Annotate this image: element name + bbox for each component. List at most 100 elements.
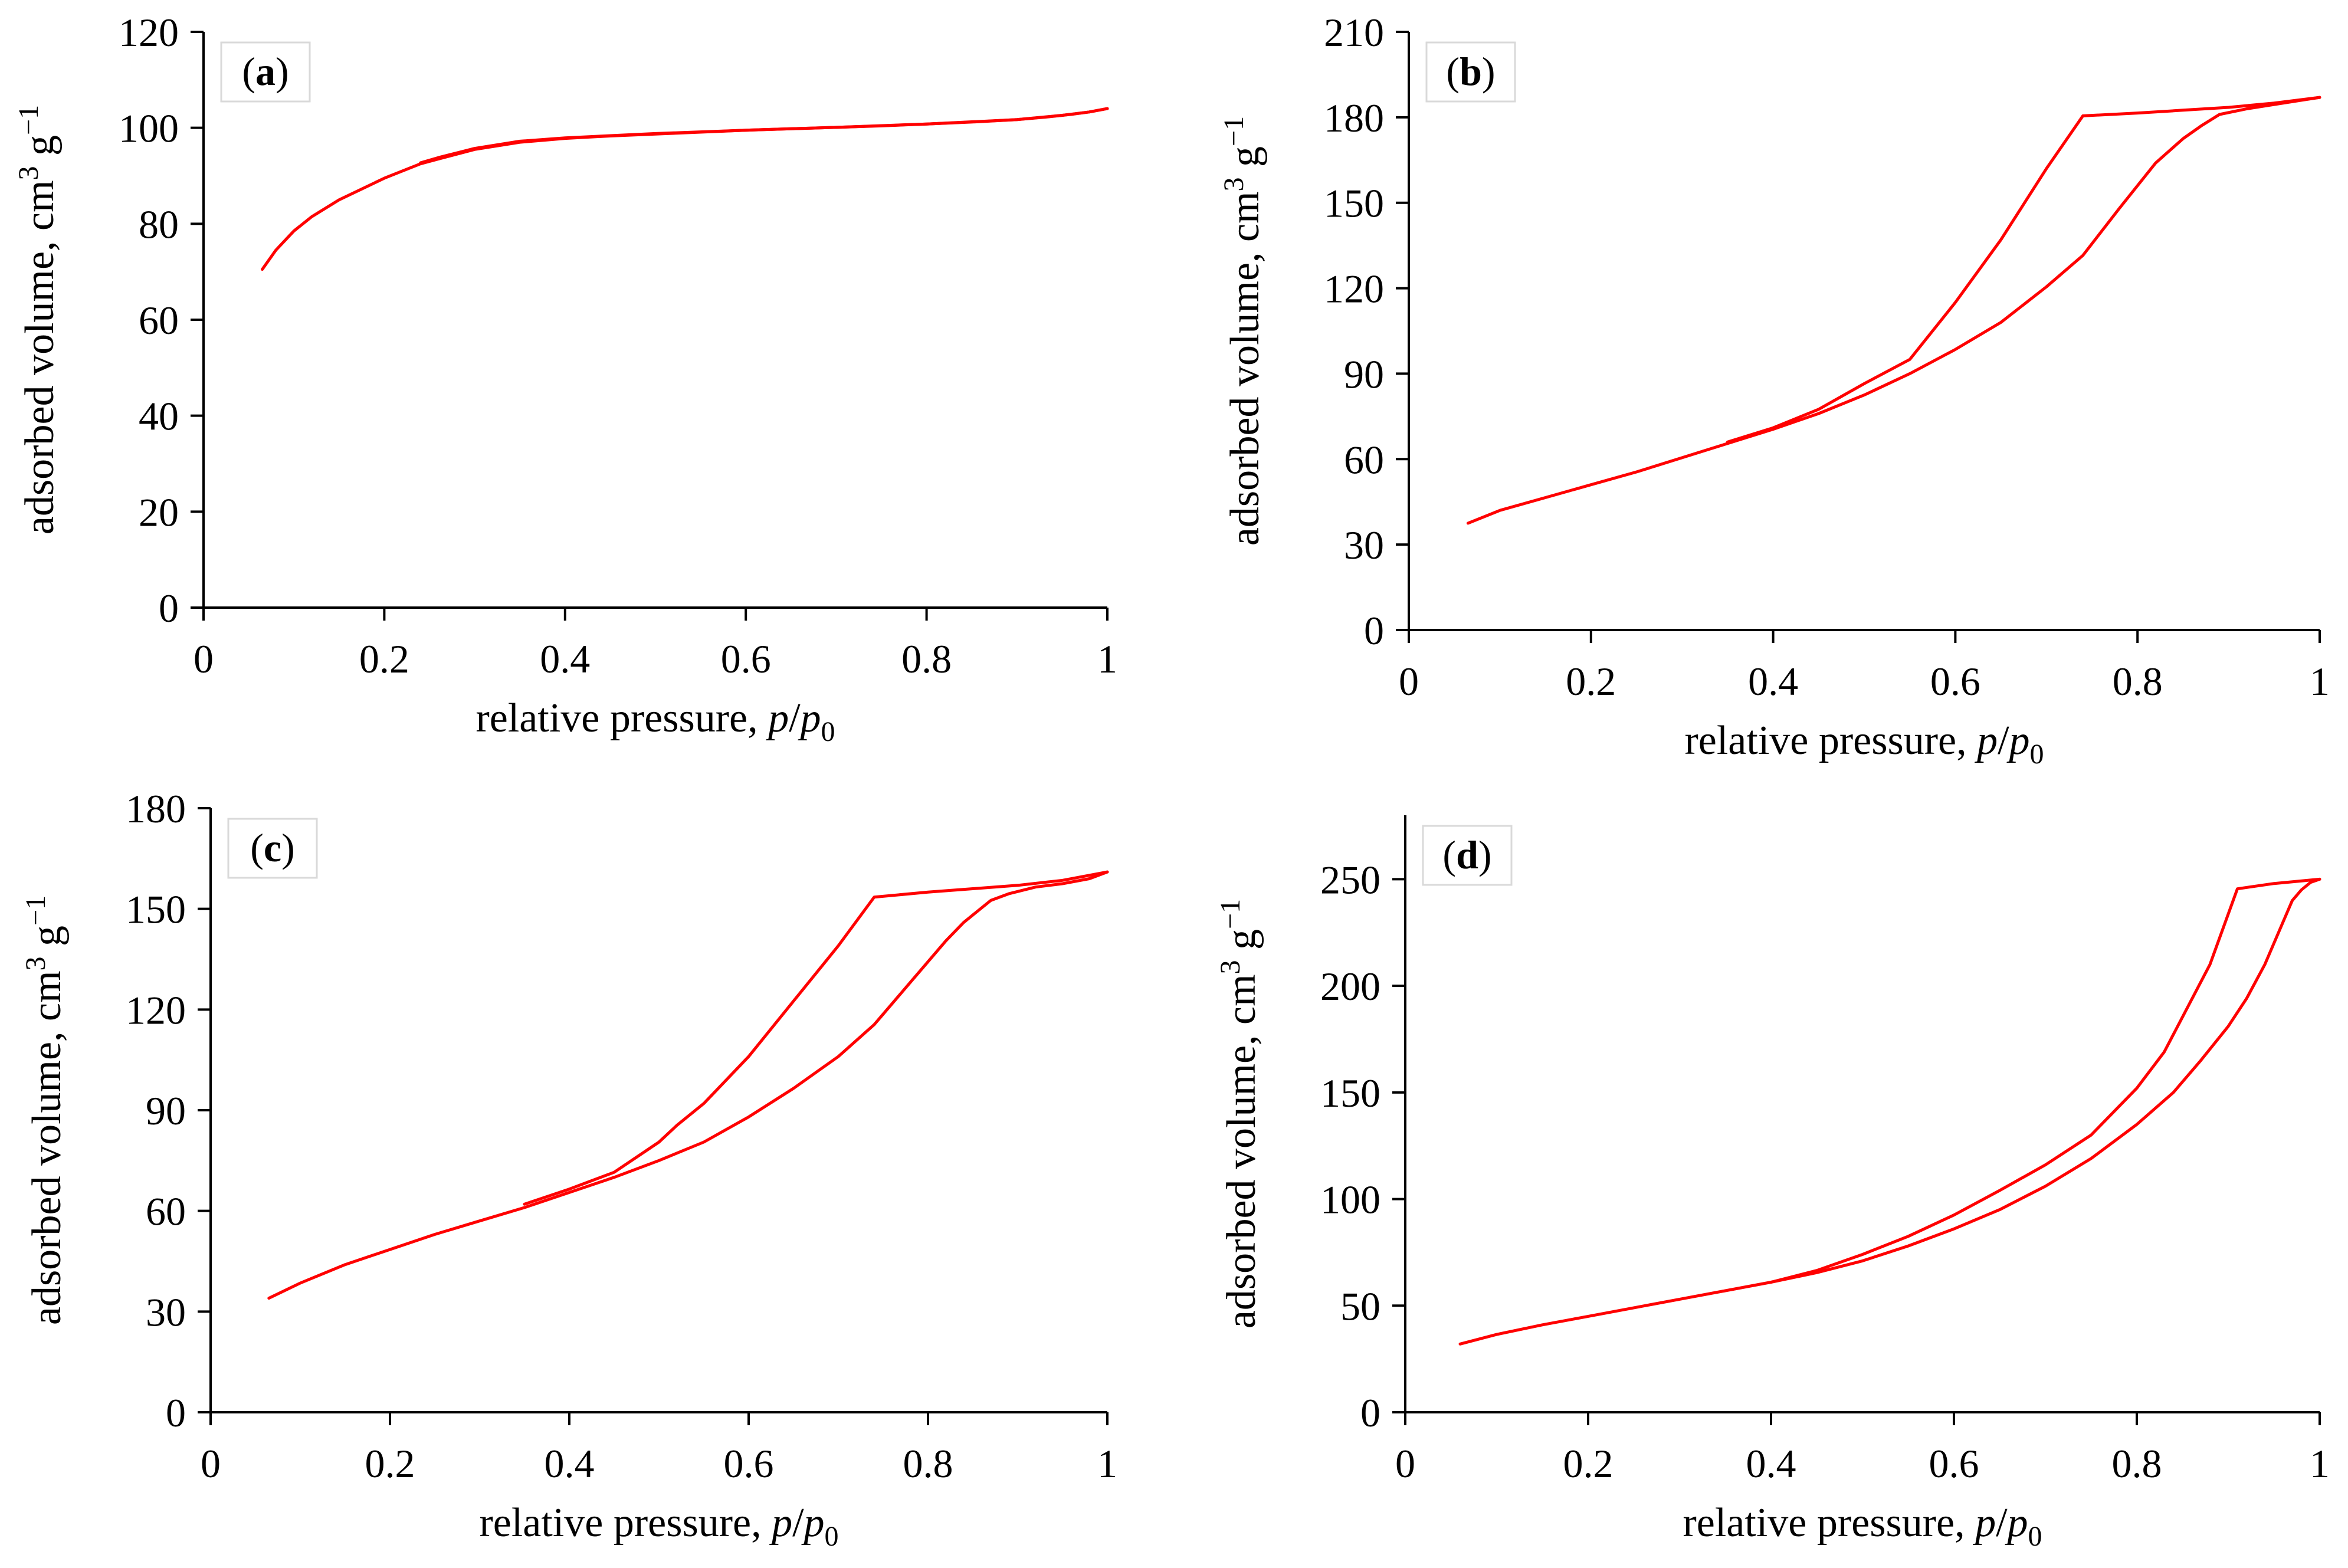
y-axis-title-text: adsorbed volume, cm (1219, 974, 1264, 1328)
x-tick-label: 0.4 (1748, 659, 1798, 704)
y-tick-label: 250 (1320, 857, 1380, 902)
panel-label-paren: ) (1478, 832, 1492, 877)
y-tick-label: 120 (126, 988, 186, 1032)
x-tick-label: 0.6 (1929, 1441, 1979, 1486)
panel-label: (d) (1442, 832, 1491, 877)
x-tick-label: 0.8 (2113, 659, 2163, 704)
panel-label: (b) (1446, 49, 1495, 94)
chart-panel-d: 0 50 100 150 200 250 0 0.2 0.4 0.6 0.8 1 relative pr… (1215, 815, 2330, 1552)
x-axis-title-var: p (1972, 1500, 1996, 1546)
panel-label-paren: ) (276, 49, 289, 94)
y-axis-title-superscript: −1 (13, 105, 44, 135)
x-tick-label: 1 (1097, 637, 1117, 681)
x-axis-title-slash: / (1998, 718, 2009, 763)
y-axis-title-unit: g (1219, 929, 1264, 960)
series-line-desorption (419, 107, 1109, 165)
x-tick-label: 0.4 (545, 1441, 595, 1486)
x-tick-label: 0.6 (721, 637, 771, 681)
x-axis-title-text: relative pressure, (1683, 1500, 1975, 1546)
y-axis-title-text: adsorbed volume, cm (24, 970, 70, 1325)
panel-label-paren: ) (281, 825, 295, 870)
y-tick-label: 120 (1324, 267, 1384, 311)
panel-label-letter: a (255, 49, 276, 94)
x-tick-label: 1 (2310, 1441, 2330, 1486)
panel-label-box (1425, 41, 1516, 103)
y-tick-label: 0 (1364, 608, 1384, 653)
x-tick-label: 0.2 (359, 637, 409, 681)
y-tick-label: 120 (119, 10, 179, 55)
series-line-desorption (1769, 877, 2321, 1284)
y-tick-label: 0 (1360, 1390, 1380, 1435)
x-tick-label: 0 (201, 1441, 221, 1486)
y-tick-label: 0 (159, 586, 179, 631)
x-axis-title-subscript: 0 (821, 716, 835, 747)
x-axis-title-text: relative pressure, (475, 696, 768, 741)
panel-label-box (220, 41, 311, 103)
panel-label-paren: ) (1482, 49, 1496, 94)
y-axis-title: adsorbed volume, cm3 g−1 (13, 105, 63, 534)
y-tick-label: 0 (166, 1390, 186, 1435)
y-axis-title-text: adsorbed volume, cm (1222, 191, 1268, 546)
y-tick-label: 150 (1320, 1071, 1380, 1116)
x-tick-label: 0 (194, 637, 214, 681)
y-axis-title-unit: g (24, 926, 70, 957)
x-axis-title-text: relative pressure, (479, 1500, 772, 1546)
x-tick-label: 0.2 (1566, 659, 1616, 704)
x-tick-label: 0 (1399, 659, 1419, 704)
y-tick-label: 60 (146, 1189, 186, 1234)
series-line-adsorption (1466, 96, 2321, 525)
x-tick-label: 0.6 (724, 1441, 774, 1486)
x-tick-label: 0.8 (2112, 1441, 2162, 1486)
y-tick-label: 100 (1320, 1177, 1380, 1222)
x-axis-title-var: p (2005, 1500, 2028, 1546)
y-tick-label: 100 (119, 106, 179, 151)
y-axis-title-superscript: −1 (1218, 116, 1250, 146)
panel-label: (c) (250, 825, 295, 870)
series-line-adsorption (1458, 877, 2321, 1346)
series-line-desorption (1726, 96, 2321, 444)
x-axis-title: relative pressure, p/p0 (479, 1500, 838, 1552)
x-tick-label: 1 (1097, 1441, 1117, 1486)
y-axis-title-superscript: 3 (13, 166, 44, 180)
x-axis-title-subscript: 0 (825, 1521, 839, 1552)
panel-label-letter: c (264, 825, 281, 870)
y-axis-title-unit: g (1222, 146, 1268, 178)
x-axis-title-var: p (769, 1500, 792, 1546)
y-tick-label: 180 (126, 786, 186, 831)
y-tick-label: 90 (1344, 352, 1384, 396)
panel-label-box (1422, 825, 1513, 886)
y-tick-label: 200 (1320, 964, 1380, 1009)
y-tick-label: 210 (1324, 10, 1384, 55)
panel-label-letter: d (1456, 832, 1478, 877)
x-tick-label: 0.6 (1930, 659, 1980, 704)
x-tick-label: 0.2 (1563, 1441, 1614, 1486)
x-axis-title-var: p (801, 1500, 825, 1546)
x-tick-label: 0.8 (903, 1441, 953, 1486)
x-tick-label: 1 (2310, 659, 2330, 704)
y-tick-label: 60 (139, 298, 179, 343)
x-axis-title: relative pressure, p/p0 (1684, 718, 2044, 770)
x-tick-label: 0.4 (1746, 1441, 1796, 1486)
y-tick-label: 40 (139, 394, 179, 439)
panel-label-paren: ( (250, 825, 264, 870)
panel-label-box (227, 818, 318, 879)
series-line-adsorption (267, 870, 1109, 1300)
x-axis-title-var: p (765, 696, 789, 741)
y-axis-title: adsorbed volume, cm3 g−1 (20, 895, 70, 1325)
y-axis-title-superscript: 3 (1218, 177, 1250, 191)
y-tick-label: 60 (1344, 437, 1384, 482)
panel-label-paren: ( (242, 49, 255, 94)
y-tick-label: 90 (146, 1088, 186, 1133)
y-axis-title: adsorbed volume, cm3 g−1 (1215, 899, 1264, 1328)
panel-label-paren: ( (1446, 49, 1460, 94)
panel-label: (a) (242, 49, 288, 94)
x-tick-label: 0 (1395, 1441, 1415, 1486)
y-axis-title-superscript: −1 (1215, 899, 1246, 929)
x-axis-title: relative pressure, p/p0 (1683, 1500, 2042, 1552)
x-axis-title: relative pressure, p/p0 (475, 696, 835, 747)
y-tick-label: 30 (1344, 523, 1384, 568)
y-axis-title: adsorbed volume, cm3 g−1 (1218, 116, 1268, 546)
y-tick-label: 50 (1340, 1284, 1380, 1328)
panel-label-letter: b (1460, 49, 1482, 94)
